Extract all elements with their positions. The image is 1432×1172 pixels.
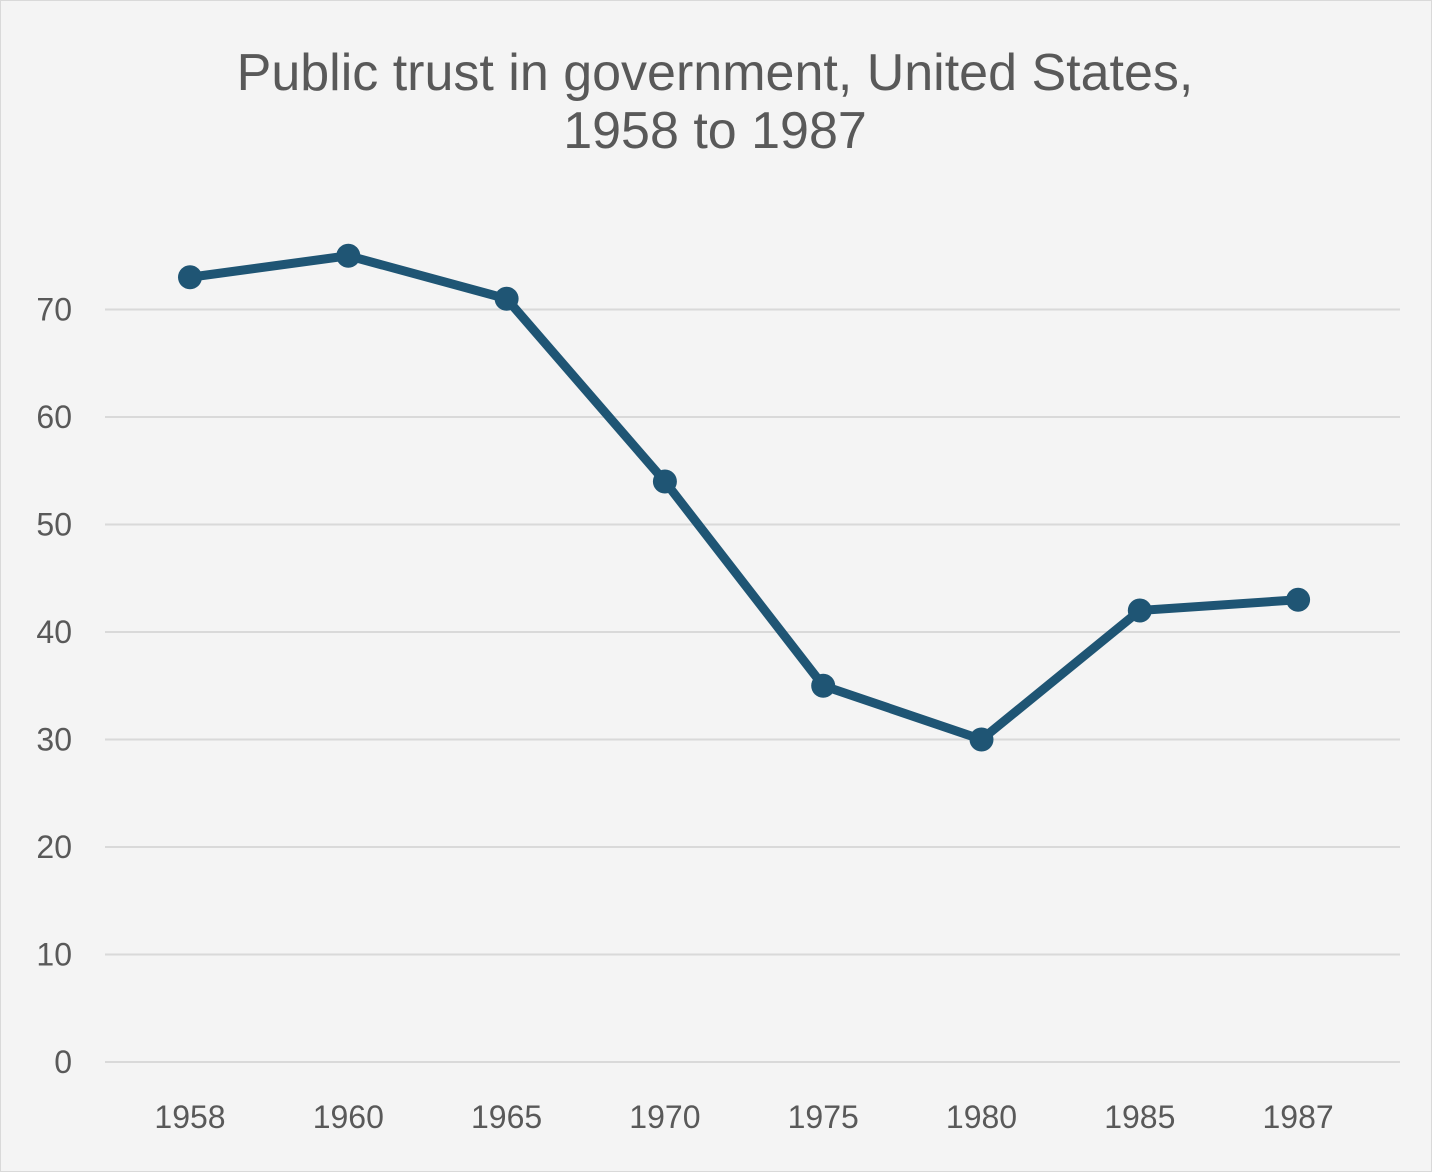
x-tick-label-1970: 1970 [629,1099,700,1135]
y-tick-label-60: 60 [36,399,72,435]
chart-title-line-1: Public trust in government, United State… [236,44,1194,102]
y-tick-label-20: 20 [36,829,72,865]
data-point-1985 [1127,598,1152,623]
x-tick-label-1987: 1987 [1263,1099,1334,1135]
x-tick-label-1980: 1980 [946,1099,1017,1135]
data-point-1970 [652,469,677,494]
chart-title-line-2: 1958 to 1987 [563,102,867,160]
x-tick-label-1958: 1958 [154,1099,225,1135]
y-tick-label-30: 30 [36,722,72,758]
y-tick-label-70: 70 [36,292,72,328]
data-point-1960 [336,243,361,268]
data-point-1980 [969,727,994,752]
data-point-1975 [811,673,836,698]
data-point-1987 [1286,587,1311,612]
x-tick-label-1960: 1960 [313,1099,384,1135]
series-line-0 [185,251,1303,744]
y-tick-label-0: 0 [54,1044,72,1080]
series-trust [178,243,1311,752]
data-point-1965 [494,286,519,311]
chart-title: Public trust in government, United State… [150,44,1280,160]
data-point-1958 [178,265,202,290]
y-axis-tick-labels: 0 10 20 30 40 50 60 70 [36,292,72,1081]
gridlines [105,308,1400,1063]
x-tick-label-1975: 1975 [788,1099,859,1135]
x-tick-label-1985: 1985 [1104,1099,1175,1135]
y-tick-label-10: 10 [36,937,72,973]
x-tick-label-1965: 1965 [471,1099,542,1135]
x-axis-tick-labels: 1958 1960 1965 1970 1975 1980 1985 1987 [154,1099,1333,1135]
y-tick-label-40: 40 [36,614,72,650]
y-tick-label-50: 50 [36,507,72,543]
